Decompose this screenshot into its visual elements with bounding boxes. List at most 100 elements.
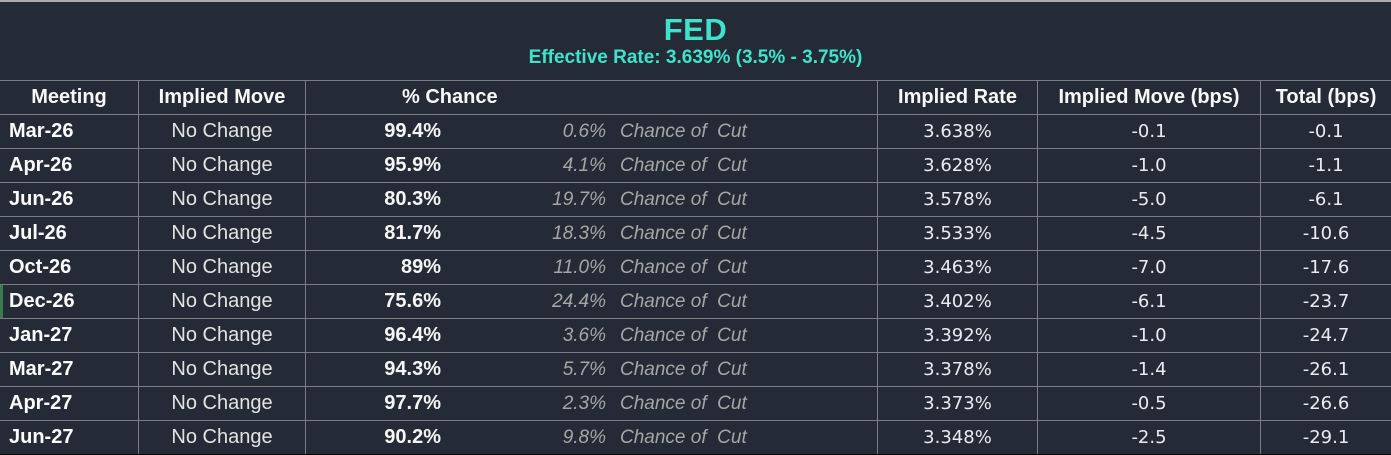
meeting-cell: Dec-26 [9,290,75,312]
implied-rate-cell: 3.638% [877,115,1037,148]
table-row: Oct-26 No Change 89% 11.0% Chance of Cut… [0,250,1391,284]
no-change-probability: 97.7% [384,392,441,414]
cut-probability-label: Chance of Cut [620,120,747,142]
implied-move-bps-cell: -6.1 [1037,285,1260,318]
implied-move-cell: No Change [138,251,305,284]
no-change-probability: 95.9% [384,154,441,176]
fed-probability-table: Meeting Implied Move % Chance Implied Ra… [0,80,1391,455]
pct-chance-cell: 96.4% 3.6% Chance of Cut [305,319,877,352]
table-header-row: Meeting Implied Move % Chance Implied Ra… [0,80,1391,114]
total-bps-cell: -24.7 [1260,319,1391,352]
implied-rate-cell: 3.533% [877,217,1037,250]
implied-rate-cell: 3.463% [877,251,1037,284]
table-row: Apr-26 No Change 95.9% 4.1% Chance of Cu… [0,148,1391,182]
cut-probability: 11.0% [553,256,606,278]
table-row: Mar-26 No Change 99.4% 0.6% Chance of Cu… [0,114,1391,148]
implied-rate-cell: 3.628% [877,149,1037,182]
cut-probability-label: Chance of Cut [620,392,747,414]
pct-chance-cell: 80.3% 19.7% Chance of Cut [305,183,877,216]
total-bps-cell: -1.1 [1260,149,1391,182]
no-change-probability: 96.4% [384,324,441,346]
title-area: FED Effective Rate: 3.639% (3.5% - 3.75%… [0,2,1391,80]
table-body: Mar-26 No Change 99.4% 0.6% Chance of Cu… [0,114,1391,454]
cut-probability-label: Chance of Cut [620,188,747,210]
header-meeting: Meeting [31,86,107,108]
total-bps-cell: -23.7 [1260,285,1391,318]
pct-chance-cell: 97.7% 2.3% Chance of Cut [305,387,877,420]
implied-rate-cell: 3.378% [877,353,1037,386]
cut-probability: 4.1% [562,154,606,176]
pct-chance-cell: 99.4% 0.6% Chance of Cut [305,115,877,148]
implied-move-bps-cell: -4.5 [1037,217,1260,250]
no-change-probability: 75.6% [384,290,441,312]
table-row: Jul-26 No Change 81.7% 18.3% Chance of C… [0,216,1391,250]
cut-probability-label: Chance of Cut [620,426,747,448]
meeting-cell: Jan-27 [9,324,73,346]
pct-chance-cell: 95.9% 4.1% Chance of Cut [305,149,877,182]
cut-probability: 24.4% [552,290,606,312]
implied-move-bps-cell: -1.4 [1037,353,1260,386]
header-pct-chance: % Chance [305,81,877,114]
total-bps-cell: -17.6 [1260,251,1391,284]
implied-move-cell: No Change [138,387,305,420]
cut-probability-label: Chance of Cut [620,324,747,346]
table-row: Jan-27 No Change 96.4% 3.6% Chance of Cu… [0,318,1391,352]
implied-move-cell: No Change [138,319,305,352]
no-change-probability: 90.2% [384,426,441,448]
cut-probability-label: Chance of Cut [620,222,747,244]
cut-probability: 3.6% [562,324,606,346]
no-change-probability: 99.4% [384,120,441,142]
pct-chance-cell: 89% 11.0% Chance of Cut [305,251,877,284]
header-implied-move: Implied Move [138,81,305,114]
page-title: FED [663,11,728,47]
total-bps-cell: -6.1 [1260,183,1391,216]
cut-probability-label: Chance of Cut [620,256,747,278]
no-change-probability: 94.3% [384,358,441,380]
header-implied-move-bps: Implied Move (bps) [1037,81,1260,114]
implied-move-cell: No Change [138,421,305,454]
header-implied-rate: Implied Rate [877,81,1037,114]
implied-rate-cell: 3.578% [877,183,1037,216]
implied-rate-cell: 3.402% [877,285,1037,318]
pct-chance-cell: 90.2% 9.8% Chance of Cut [305,421,877,454]
implied-move-bps-cell: -2.5 [1037,421,1260,454]
implied-rate-cell: 3.373% [877,387,1037,420]
implied-move-bps-cell: -5.0 [1037,183,1260,216]
cut-probability: 9.8% [562,426,606,448]
pct-chance-cell: 75.6% 24.4% Chance of Cut [305,285,877,318]
implied-move-cell: No Change [138,115,305,148]
meeting-cell: Jun-26 [9,188,74,210]
implied-move-cell: No Change [138,353,305,386]
cut-probability: 19.7% [552,188,606,210]
cut-probability-label: Chance of Cut [620,358,747,380]
implied-move-cell: No Change [138,285,305,318]
table-row: Mar-27 No Change 94.3% 5.7% Chance of Cu… [0,352,1391,386]
header-total-bps: Total (bps) [1260,81,1391,114]
total-bps-cell: -10.6 [1260,217,1391,250]
meeting-cell: Apr-27 [9,392,73,414]
table-row: Jun-27 No Change 90.2% 9.8% Chance of Cu… [0,420,1391,454]
cut-probability: 2.3% [562,392,606,414]
meeting-cell: Mar-27 [9,358,74,380]
table-row: Apr-27 No Change 97.7% 2.3% Chance of Cu… [0,386,1391,420]
implied-rate-cell: 3.392% [877,319,1037,352]
effective-rate-subtitle: Effective Rate: 3.639% (3.5% - 3.75%) [528,47,863,69]
cut-probability-label: Chance of Cut [620,290,747,312]
implied-move-cell: No Change [138,149,305,182]
implied-move-cell: No Change [138,217,305,250]
total-bps-cell: -0.1 [1260,115,1391,148]
table-row: Jun-26 No Change 80.3% 19.7% Chance of C… [0,182,1391,216]
total-bps-cell: -26.1 [1260,353,1391,386]
table-row: Dec-26 No Change 75.6% 24.4% Chance of C… [0,284,1391,318]
cut-probability: 0.6% [562,120,606,142]
no-change-probability: 81.7% [384,222,441,244]
total-bps-cell: -26.6 [1260,387,1391,420]
cut-probability: 18.3% [552,222,606,244]
meeting-cell: Jul-26 [9,222,67,244]
meeting-cell: Mar-26 [9,120,74,142]
implied-move-bps-cell: -0.1 [1037,115,1260,148]
pct-chance-cell: 94.3% 5.7% Chance of Cut [305,353,877,386]
total-bps-cell: -29.1 [1260,421,1391,454]
cut-probability: 5.7% [562,358,606,380]
